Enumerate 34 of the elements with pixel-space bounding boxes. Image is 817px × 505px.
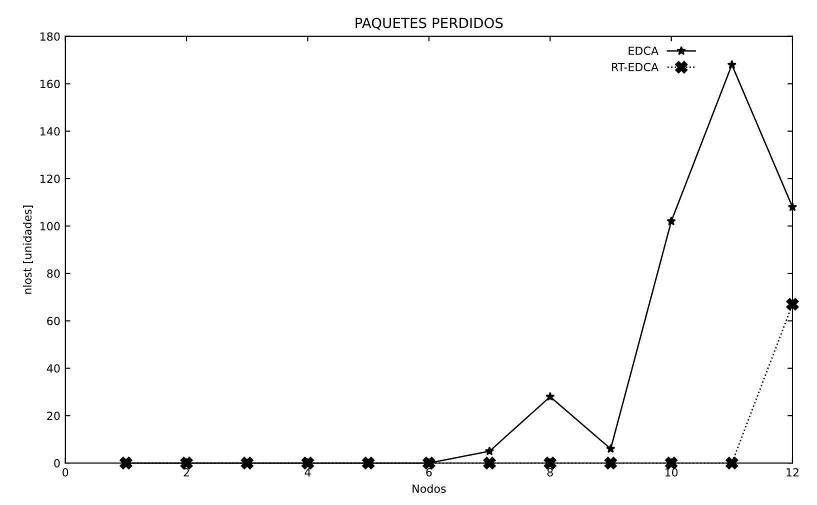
- point: [544, 456, 556, 470]
- y-tick-label: 60: [47, 316, 60, 326]
- point: [726, 456, 738, 470]
- chart-title: PAQUETES PERDIDOS: [356, 18, 503, 30]
- y-axis-title: nlost [unidades]: [22, 206, 33, 294]
- point: [422, 456, 436, 470]
- y-tick-label: 120: [40, 174, 60, 183]
- point: [483, 456, 496, 470]
- point: [606, 444, 616, 453]
- point: [545, 392, 555, 401]
- y-tick-label: 20: [47, 412, 60, 420]
- y-tick-label: 180: [40, 32, 60, 41]
- x-tick-label: 12: [786, 468, 798, 476]
- point: [727, 60, 737, 69]
- point: [484, 446, 494, 456]
- x-tick-label: 4: [304, 468, 311, 476]
- point: [786, 298, 799, 310]
- x-tick-label: 8: [547, 468, 553, 477]
- y-tick-label: 40: [46, 364, 60, 373]
- legend-label: RT-EDCA: [612, 62, 658, 72]
- legend-label: EDCA: [628, 46, 658, 55]
- y-tick-label: 140: [40, 127, 60, 136]
- y-tick-label: 80: [47, 269, 60, 278]
- y-tick-label: 160: [40, 80, 60, 88]
- x-tick-label: 6: [426, 468, 432, 477]
- x-tick-label: 2: [184, 468, 189, 476]
- x-tick-label: 10: [665, 468, 678, 477]
- x-tick-label: 0: [62, 468, 68, 477]
- point: [301, 456, 314, 470]
- x-axis-title: Nodos: [412, 484, 446, 493]
- point: [604, 456, 617, 470]
- point: [666, 216, 676, 226]
- y-tick-label: 100: [40, 222, 60, 230]
- y-tick-label: 0: [54, 459, 60, 468]
